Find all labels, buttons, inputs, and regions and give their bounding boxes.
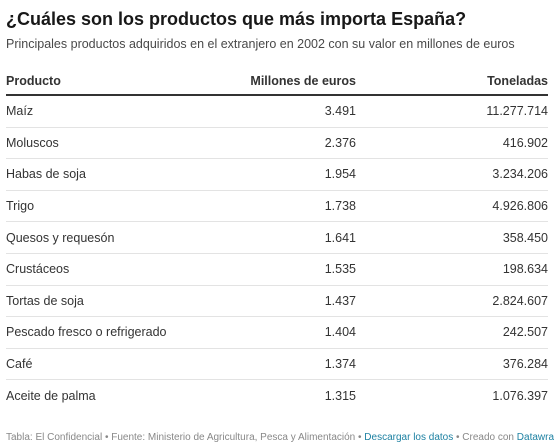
table-header-row: Producto Millones de euros Toneladas: [6, 68, 548, 96]
cell-toneladas: 358.450: [356, 221, 548, 254]
cell-millones: 3.491: [196, 95, 356, 128]
cell-producto: Maíz: [6, 95, 196, 128]
cell-toneladas: 11.277.714: [356, 95, 548, 128]
table-row: Aceite de palma 1.315 1.076.397: [6, 380, 548, 411]
data-table: Producto Millones de euros Toneladas Maí…: [6, 68, 548, 411]
table-row: Tortas de soja 1.437 2.824.607: [6, 285, 548, 318]
cell-millones: 1.404: [196, 316, 356, 349]
page-subtitle: Principales productos adquiridos en el e…: [6, 37, 515, 51]
cell-millones: 1.954: [196, 158, 356, 191]
footer-created: • Creado con: [453, 431, 517, 443]
cell-millones: 1.535: [196, 253, 356, 286]
table-row: Habas de soja 1.954 3.234.206: [6, 158, 548, 191]
cell-producto: Habas de soja: [6, 158, 196, 191]
cell-millones: 1.738: [196, 190, 356, 223]
table-row: Pescado fresco o refrigerado 1.404 242.507: [6, 316, 548, 349]
table-row: Maíz 3.491 11.277.714: [6, 95, 548, 128]
cell-toneladas: 3.234.206: [356, 158, 548, 191]
cell-producto: Quesos y requesón: [6, 221, 196, 254]
table-row: Crustáceos 1.535 198.634: [6, 253, 548, 286]
cell-millones: 2.376: [196, 127, 356, 160]
column-header-millones[interactable]: Millones de euros: [196, 68, 356, 96]
footer-source: Tabla: El Confidencial • Fuente: Ministe…: [6, 431, 365, 443]
page-title: ¿Cuáles son los productos que más import…: [6, 9, 467, 29]
datawrapper-link[interactable]: Datawrapper: [516, 431, 554, 443]
cell-producto: Tortas de soja: [6, 285, 196, 318]
cell-toneladas: 376.284: [356, 348, 548, 381]
cell-millones: 1.315: [324, 388, 356, 403]
cell-producto: Trigo: [6, 190, 196, 223]
cell-toneladas: 198.634: [356, 253, 548, 286]
table-row: Trigo 1.738 4.926.806: [6, 190, 548, 223]
download-data-link[interactable]: Descargar los datos: [364, 431, 454, 443]
table-row: Café 1.374 376.284: [6, 348, 548, 381]
column-header-producto[interactable]: Producto: [6, 68, 196, 96]
cell-producto: Crustáceos: [6, 253, 196, 286]
cell-producto: Aceite de palma: [6, 388, 96, 403]
table-body: Maíz 3.491 11.277.714 Moluscos 2.376 416.902 H…: [6, 95, 548, 411]
cell-producto: Café: [6, 348, 196, 381]
cell-millones: 1.374: [196, 348, 356, 381]
cell-toneladas: 2.824.607: [356, 285, 548, 318]
footer: Tabla: El Confidencial • Fuente: Ministe…: [6, 431, 554, 445]
cell-millones: 1.641: [196, 221, 356, 254]
cell-toneladas: 416.902: [356, 127, 548, 160]
table-row: Quesos y requesón 1.641 358.450: [6, 221, 548, 254]
cell-toneladas: 4.926.806: [356, 190, 548, 223]
cell-producto: Pescado fresco o refrigerado: [6, 316, 196, 349]
cell-millones: 1.437: [196, 285, 356, 318]
cell-toneladas: 1.076.397: [492, 388, 548, 403]
cell-toneladas: 242.507: [356, 316, 548, 349]
column-header-toneladas[interactable]: Toneladas: [356, 68, 548, 96]
table-row: Moluscos 2.376 416.902: [6, 127, 548, 160]
cell-producto: Moluscos: [6, 127, 196, 160]
